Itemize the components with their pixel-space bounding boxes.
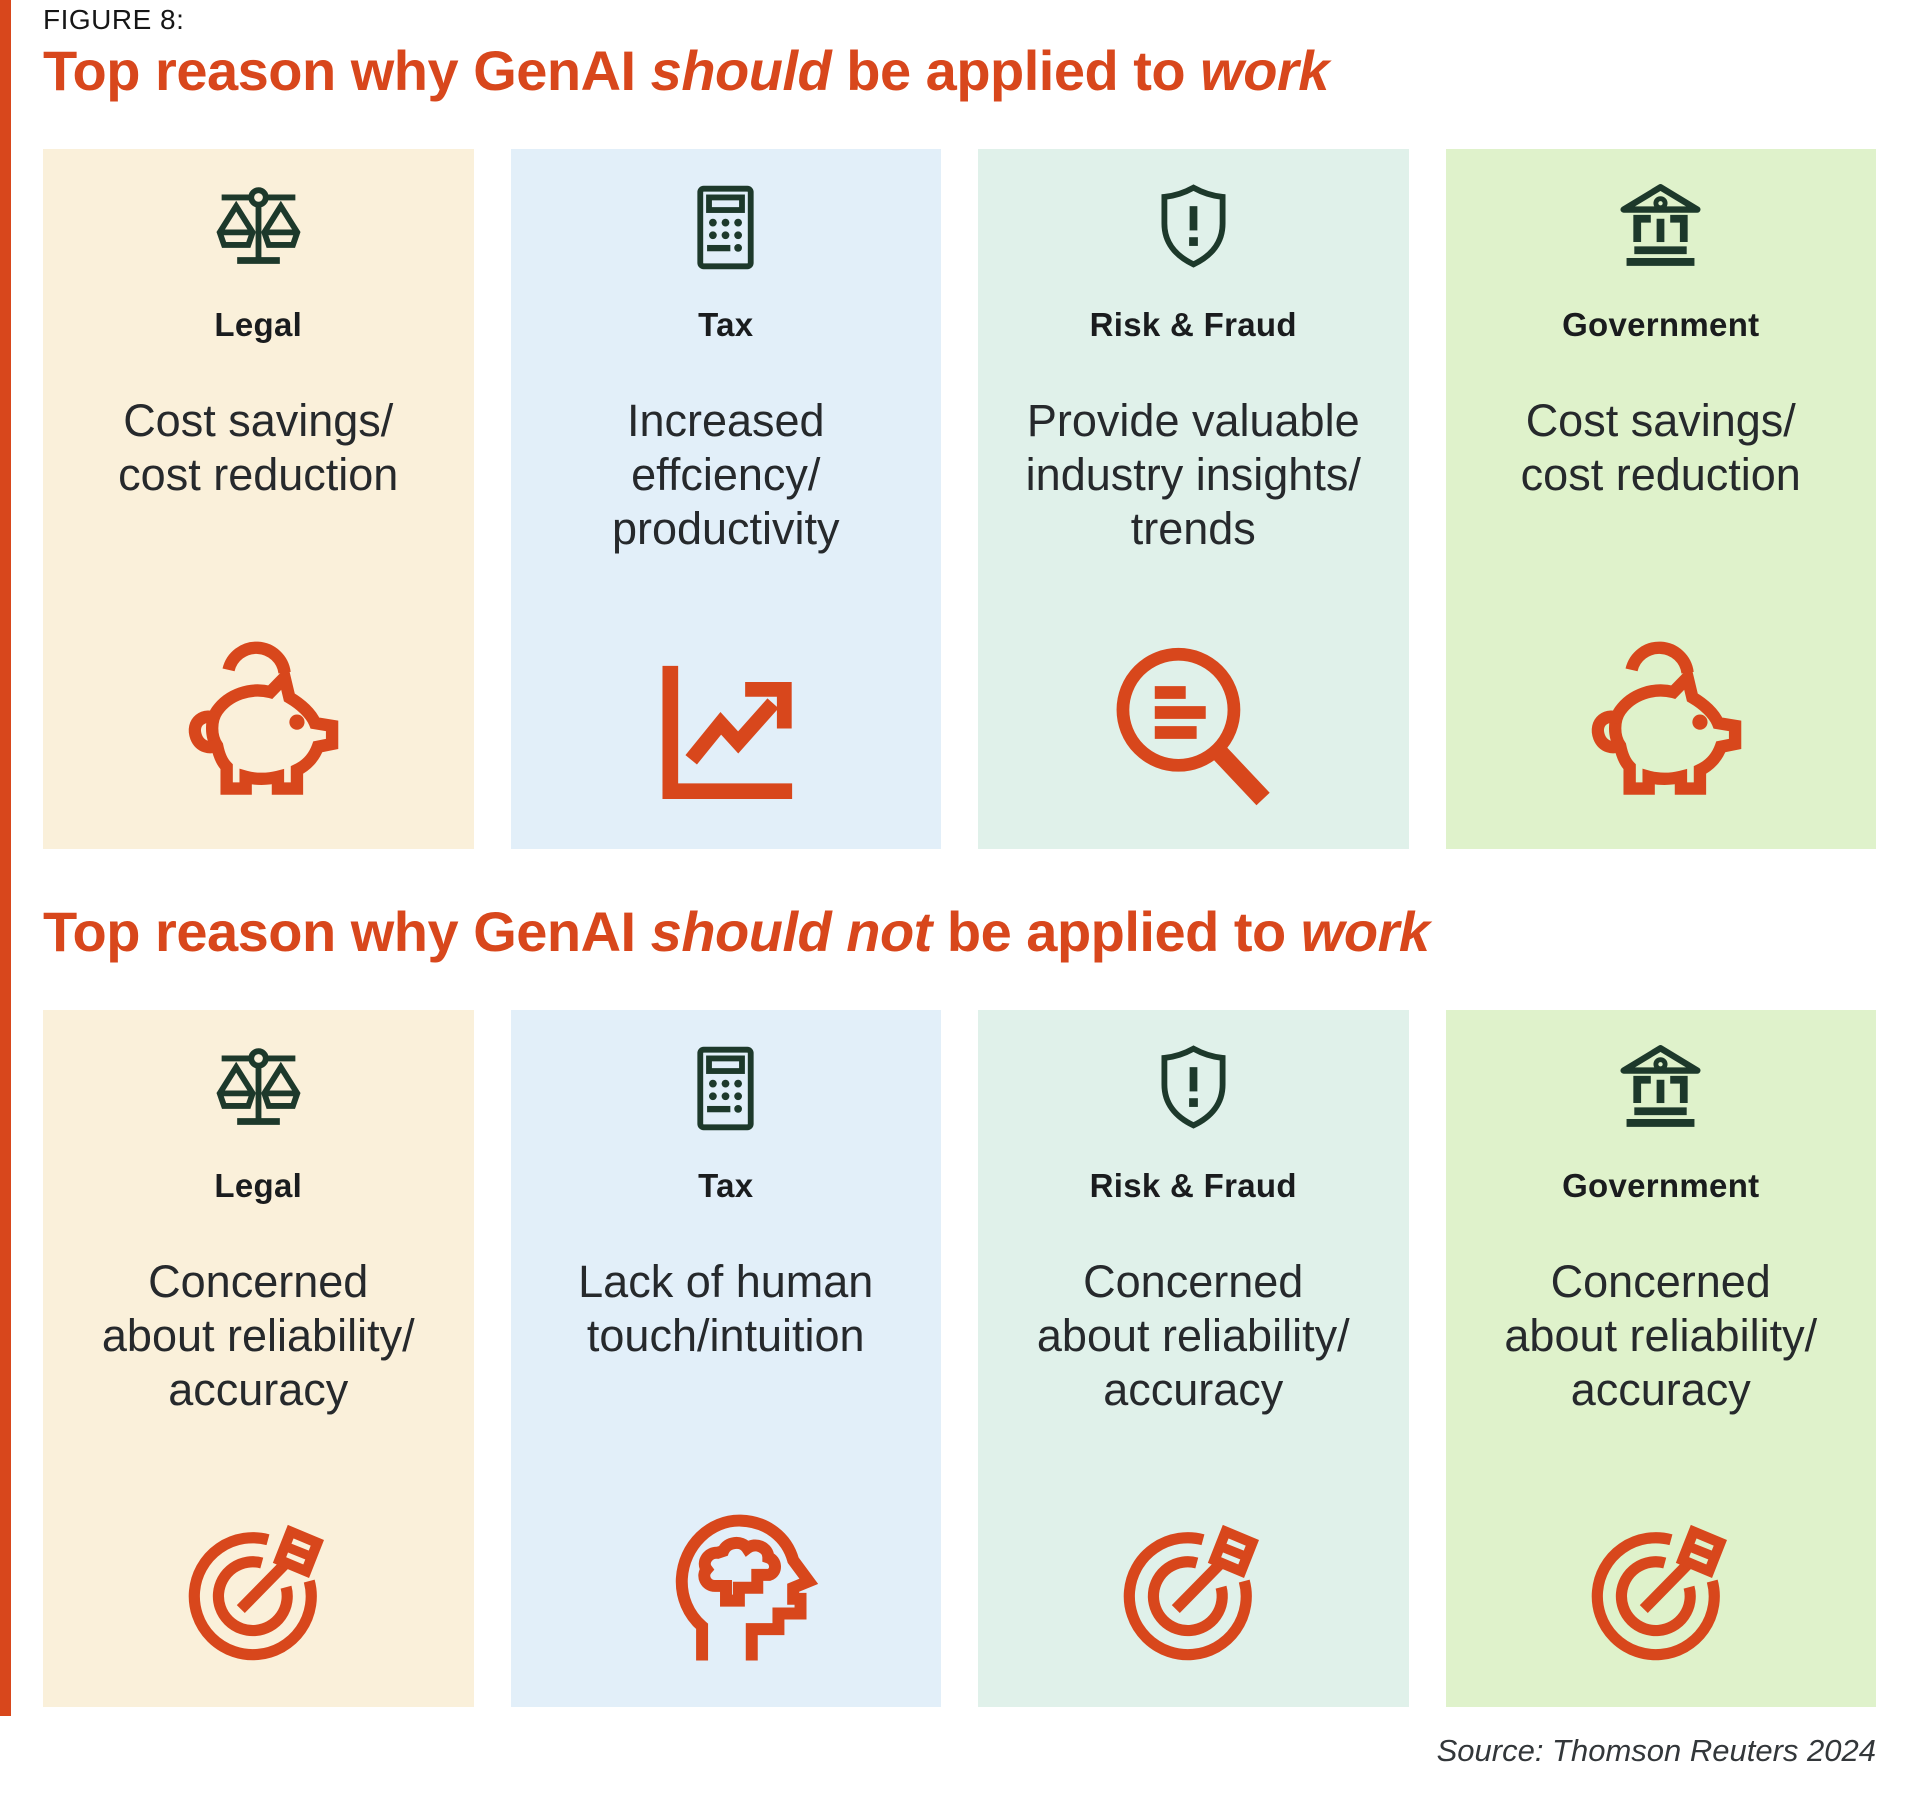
magnifier-insights-icon bbox=[1102, 637, 1284, 819]
piggy-bank-icon bbox=[155, 629, 361, 819]
title-text: Top reason why GenAI bbox=[43, 900, 651, 964]
section-title-should: Top reason why GenAI should be applied t… bbox=[43, 40, 1876, 103]
title-italic: should not bbox=[650, 900, 933, 964]
reason-text: Concerned about reliability/ accuracy bbox=[1036, 1255, 1350, 1415]
line-chart-icon bbox=[639, 645, 813, 819]
card-legal-should: Legal Cost savings/ cost reduction bbox=[43, 149, 474, 850]
reason-text: Lack of human touch/intuition bbox=[578, 1255, 874, 1361]
sector-label: Tax bbox=[698, 306, 754, 344]
sector-label: Legal bbox=[214, 306, 303, 344]
reason-text: Cost savings/ cost reduction bbox=[1520, 395, 1801, 501]
scales-icon bbox=[210, 1040, 307, 1137]
reason-text: Cost savings/ cost reduction bbox=[118, 395, 399, 501]
piggy-bank-icon bbox=[1558, 629, 1764, 819]
calculator-icon bbox=[677, 179, 774, 276]
title-text: be applied to bbox=[831, 39, 1201, 103]
calculator-icon bbox=[677, 1040, 774, 1137]
title-text: be applied to bbox=[931, 900, 1301, 964]
title-text: Top reason why GenAI bbox=[43, 39, 651, 103]
reason-text: Increased effciency/ productivity bbox=[611, 395, 840, 555]
target-dart-icon bbox=[1107, 1505, 1279, 1677]
head-brain-icon bbox=[634, 1493, 818, 1677]
bank-building-icon bbox=[1612, 1040, 1709, 1137]
card-tax-should: Tax Increased effciency/ productivity bbox=[510, 149, 941, 850]
target-dart-icon bbox=[172, 1505, 344, 1677]
sector-label: Government bbox=[1562, 306, 1760, 344]
title-italic: should bbox=[650, 39, 832, 103]
card-government-should: Government Cost savings/ cost reduction bbox=[1445, 149, 1876, 850]
bank-building-icon bbox=[1612, 179, 1709, 276]
sector-label: Government bbox=[1562, 1166, 1760, 1204]
left-accent-bar bbox=[0, 0, 11, 1716]
title-italic: work bbox=[1300, 900, 1430, 964]
shield-alert-icon bbox=[1145, 1040, 1242, 1137]
figure-label: FIGURE 8: bbox=[43, 4, 185, 35]
cards-row-should-not: Legal Concerned about reliability/ accur… bbox=[43, 1009, 1876, 1707]
scales-icon bbox=[210, 179, 307, 276]
card-tax-should-not: Tax Lack of human touch/intuition bbox=[510, 1009, 941, 1707]
target-dart-icon bbox=[1575, 1505, 1747, 1677]
shield-alert-icon bbox=[1145, 179, 1242, 276]
reason-text: Concerned about reliability/ accuracy bbox=[1504, 1255, 1818, 1415]
title-italic: work bbox=[1200, 39, 1329, 103]
card-risk-fraud-should: Risk & Fraud Provide valuable industry i… bbox=[978, 149, 1409, 850]
card-risk-fraud-should-not: Risk & Fraud Concerned about reliability… bbox=[978, 1009, 1409, 1707]
section-title-should-not: Top reason why GenAI should not be appli… bbox=[43, 900, 1876, 964]
cards-row-should: Legal Cost savings/ cost reduction Tax I… bbox=[43, 149, 1876, 850]
card-legal-should-not: Legal Concerned about reliability/ accur… bbox=[43, 1009, 474, 1707]
sector-label: Legal bbox=[214, 1166, 303, 1204]
source-note: Source: Thomson Reuters 2024 bbox=[1436, 1732, 1876, 1768]
reason-text: Concerned about reliability/ accuracy bbox=[101, 1255, 415, 1415]
card-government-should-not: Government Concerned about reliability/ … bbox=[1445, 1009, 1876, 1707]
reason-text: Provide valuable industry insights/ tren… bbox=[1025, 395, 1361, 555]
sector-label: Risk & Fraud bbox=[1089, 306, 1297, 344]
sector-label: Risk & Fraud bbox=[1089, 1166, 1297, 1204]
sector-label: Tax bbox=[698, 1166, 754, 1204]
